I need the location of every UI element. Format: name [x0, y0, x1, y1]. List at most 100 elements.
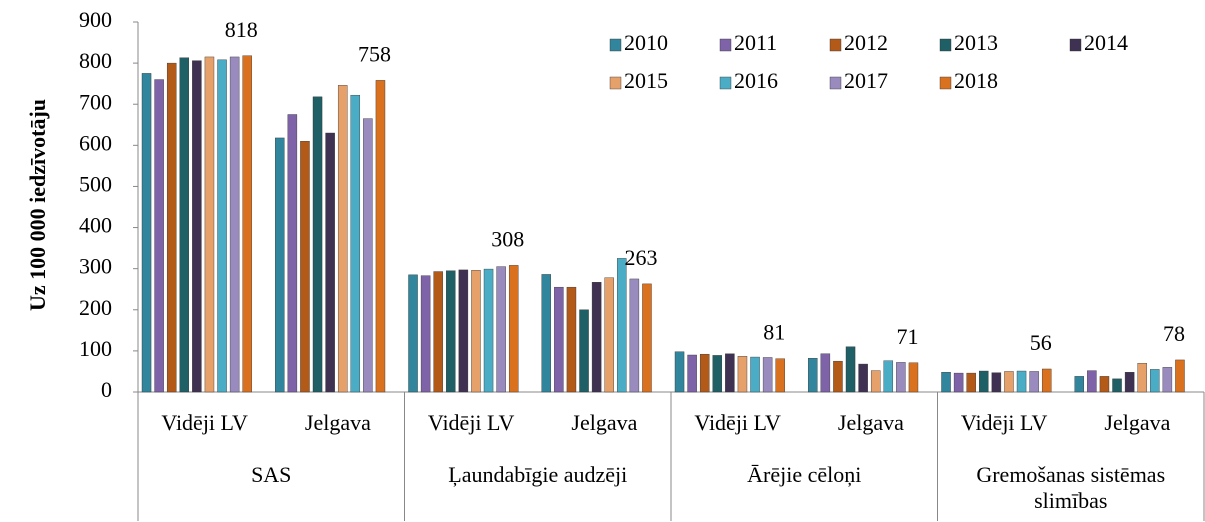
legend-label: 2016	[734, 68, 778, 93]
y-tick-label: 400	[79, 213, 112, 238]
data-label: 263	[624, 245, 657, 270]
bar	[192, 60, 202, 393]
bar	[979, 370, 989, 393]
legend-label: 2011	[734, 30, 777, 55]
bar	[966, 372, 976, 393]
data-label: 78	[1163, 321, 1185, 346]
bar	[908, 362, 919, 393]
legend-label: 2012	[844, 30, 888, 55]
bar	[687, 354, 697, 393]
group-label-box: SAS	[251, 462, 292, 487]
bar	[1016, 370, 1027, 393]
legend-swatch	[939, 76, 952, 90]
x-tick-label: Jelgava	[571, 410, 637, 435]
bar	[1074, 376, 1085, 393]
bar	[229, 56, 240, 393]
bar	[1041, 368, 1052, 393]
group-label: SAS	[251, 462, 292, 487]
bar	[483, 268, 494, 393]
bar	[1124, 372, 1135, 393]
bar	[1004, 371, 1014, 393]
x-tick-label: Jelgava	[838, 410, 904, 435]
legend-swatch	[939, 38, 952, 52]
bar	[591, 282, 602, 393]
bar	[204, 56, 215, 393]
bar	[408, 274, 418, 393]
y-tick-label: 500	[79, 171, 112, 196]
bar	[496, 266, 506, 393]
x-tick-label: Vidēji LV	[961, 410, 1048, 435]
x-tick-label: Vidēji LV	[161, 410, 248, 435]
legend-label: 2017	[844, 68, 888, 93]
bar	[541, 274, 552, 393]
x-tick-label: Jelgava	[1104, 410, 1170, 435]
bar	[845, 346, 856, 393]
data-label: 308	[491, 226, 524, 251]
bar	[674, 351, 685, 393]
legend-label: 2013	[954, 30, 998, 55]
bar	[179, 57, 190, 393]
bar	[1137, 363, 1147, 393]
bar	[420, 275, 431, 393]
legend-label: 2015	[624, 68, 668, 93]
bar	[1175, 359, 1185, 393]
bar	[325, 132, 335, 393]
bar	[1099, 376, 1110, 393]
bar	[300, 141, 310, 393]
bar	[1150, 369, 1160, 393]
bar	[1162, 367, 1173, 393]
bar	[750, 356, 760, 393]
bar	[287, 114, 298, 393]
bar	[604, 277, 614, 393]
legend-label: 2010	[624, 30, 668, 55]
bar	[375, 80, 386, 393]
bar	[337, 85, 348, 393]
bar	[242, 55, 252, 393]
bar	[896, 362, 906, 393]
bar	[820, 353, 831, 393]
bar	[154, 79, 164, 393]
group-label-box: Gremošanas sistēmas slimības	[976, 462, 1166, 513]
y-tick-label: 200	[79, 295, 112, 320]
legend-swatch	[829, 76, 842, 90]
bar	[833, 360, 843, 393]
bar	[953, 372, 964, 393]
bar	[941, 372, 951, 393]
data-label: 818	[225, 17, 258, 42]
legend-swatch	[1069, 38, 1082, 52]
bar	[363, 118, 373, 393]
bar	[166, 62, 177, 393]
legend-label: 2018	[954, 68, 998, 93]
legend-label: 2014	[1084, 30, 1128, 55]
bar	[737, 356, 748, 393]
data-label: 71	[896, 324, 918, 349]
bar	[508, 265, 519, 393]
group-label: Gremošanas sistēmas slimības	[976, 462, 1166, 513]
legend-swatch	[609, 76, 622, 90]
bar	[350, 94, 361, 393]
legend-swatch	[719, 38, 732, 52]
bar	[991, 372, 1002, 393]
bar	[712, 355, 723, 393]
bar	[471, 270, 481, 393]
y-tick-label: 600	[79, 130, 112, 155]
bar	[458, 269, 469, 393]
bar	[217, 59, 227, 393]
y-tick-label: 700	[79, 89, 112, 114]
bar	[275, 137, 285, 393]
x-tick-label: Jelgava	[305, 410, 371, 435]
bar	[1112, 378, 1122, 393]
bar	[1087, 370, 1097, 393]
legend-swatch	[609, 38, 622, 52]
bar	[883, 360, 894, 393]
y-tick-label: 800	[79, 48, 112, 73]
bar	[617, 258, 627, 393]
bar	[699, 353, 710, 393]
bar	[579, 309, 589, 393]
bar	[629, 278, 640, 393]
legend-swatch	[719, 76, 732, 90]
bar	[433, 271, 443, 393]
bar	[870, 370, 881, 393]
y-tick-label: 300	[79, 254, 112, 279]
y-tick-label: 100	[79, 336, 112, 361]
